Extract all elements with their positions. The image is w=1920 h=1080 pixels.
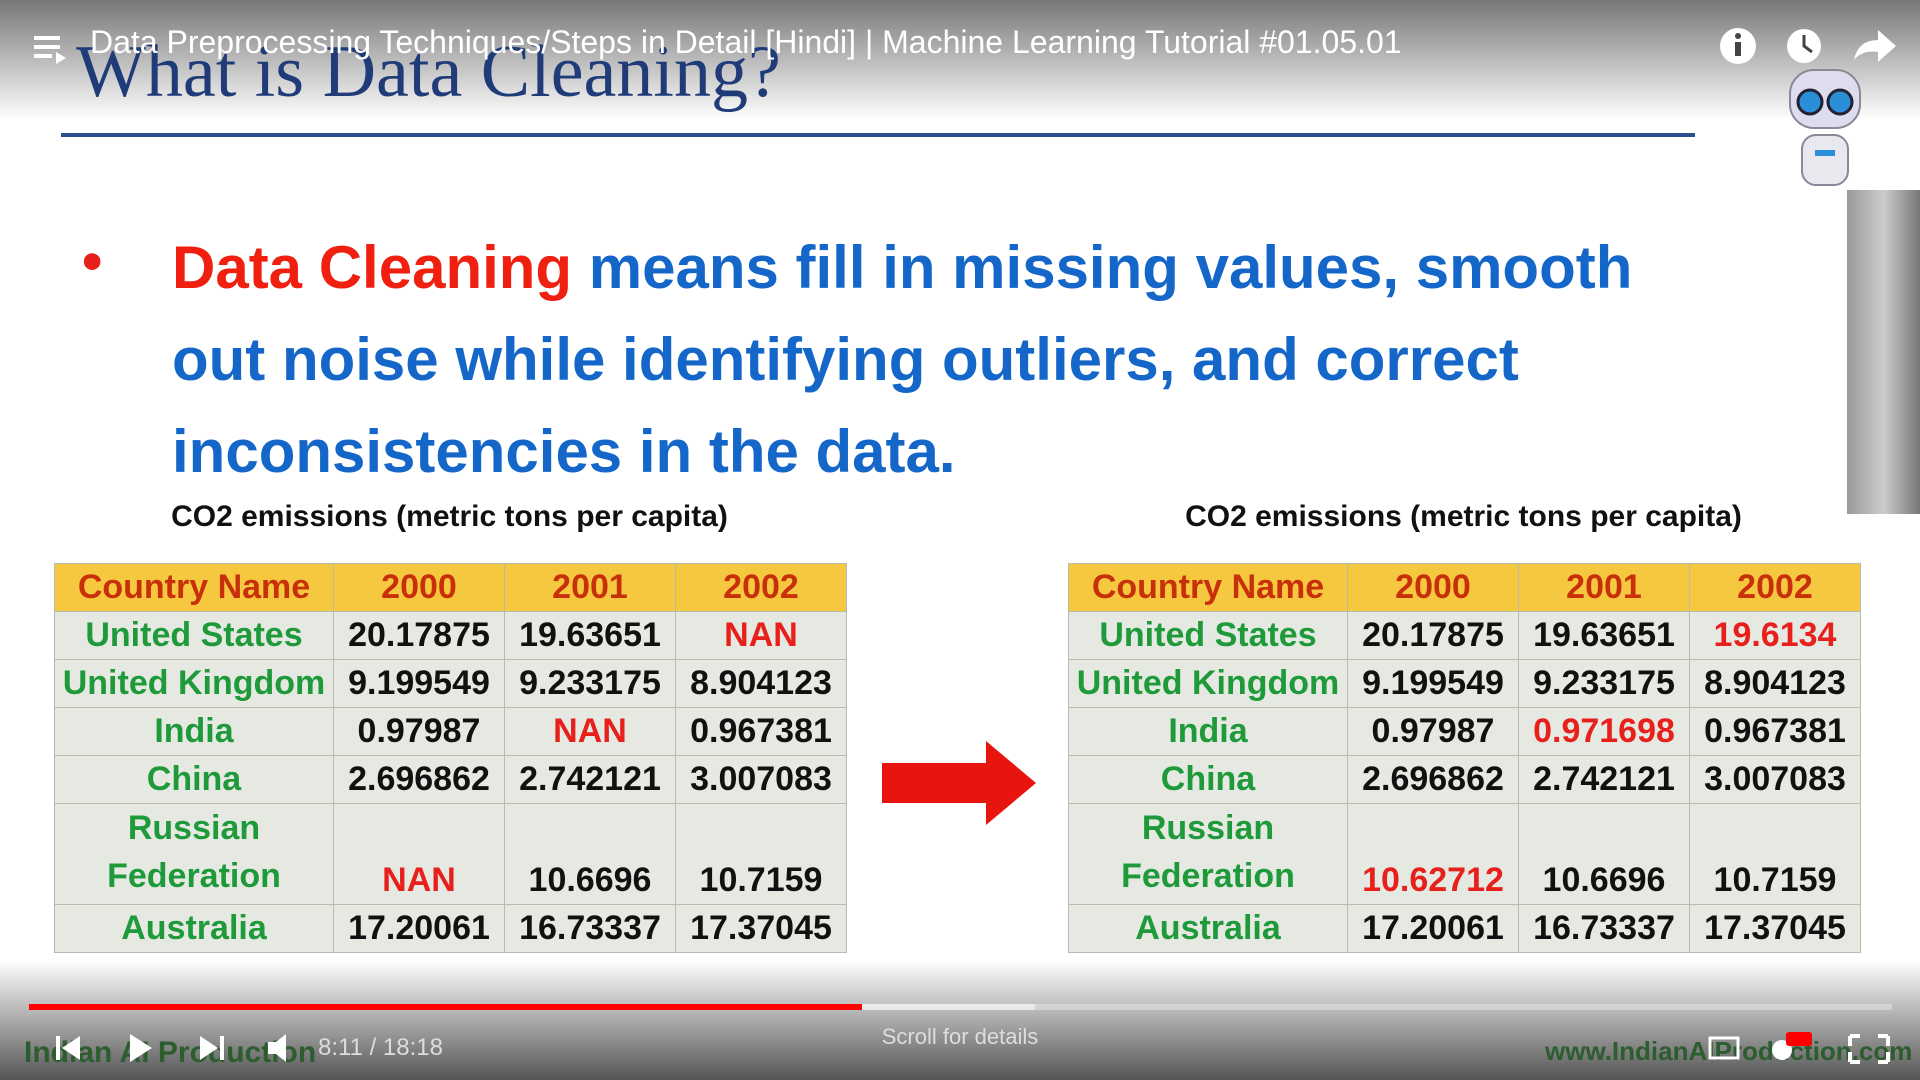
player-controls[interactable] — [50, 1028, 300, 1068]
bullet-text: Data Cleaning means fill in missing valu… — [172, 222, 1732, 498]
value-cell: 10.7159 — [675, 803, 847, 905]
data-row: United States 20.17875 19.63651 19.6134 — [1068, 611, 1861, 660]
value-cell: 0.967381 — [1689, 707, 1861, 756]
country-cell: India — [1068, 707, 1348, 756]
value-cell: 8.904123 — [1689, 659, 1861, 708]
playlist-icon[interactable] — [32, 32, 72, 68]
value-cell: 0.97987 — [333, 707, 505, 756]
value-cell: 17.20061 — [333, 904, 505, 953]
value-cell: 10.62712 — [1347, 803, 1519, 905]
value-cell: 3.007083 — [1689, 755, 1861, 804]
value-cell: 19.6134 — [1689, 611, 1861, 660]
value-cell: 10.6696 — [1518, 803, 1690, 905]
data-row: Australia 17.20061 16.73337 17.37045 — [1068, 904, 1861, 953]
country-cell: Australia — [54, 904, 334, 953]
country-cell: United States — [1068, 611, 1348, 660]
header-cell: 2002 — [675, 563, 847, 612]
value-cell: 8.904123 — [675, 659, 847, 708]
header-cell: 2001 — [1518, 563, 1690, 612]
data-row: Russian Federation NAN 10.6696 10.7159 — [54, 803, 847, 905]
country-cell: China — [54, 755, 334, 804]
value-cell: 2.742121 — [1518, 755, 1690, 804]
value-cell: 16.73337 — [504, 904, 676, 953]
value-cell: NAN — [675, 611, 847, 660]
header-row: Country Name 2000 2001 2002 — [54, 563, 847, 612]
value-cell: 10.7159 — [1689, 803, 1861, 905]
value-cell: 19.63651 — [1518, 611, 1690, 660]
value-cell: 3.007083 — [675, 755, 847, 804]
value-cell: 20.17875 — [1347, 611, 1519, 660]
value-cell: 17.37045 — [1689, 904, 1861, 953]
scroll-hint[interactable]: Scroll for details — [881, 1024, 1039, 1049]
data-row: India 0.97987 NAN 0.967381 — [54, 707, 847, 756]
country-cell: United States — [54, 611, 334, 660]
top-icons[interactable] — [1710, 22, 1910, 70]
country-cell: United Kingdom — [54, 659, 334, 708]
data-row: United Kingdom 9.199549 9.233175 8.904123 — [1068, 659, 1861, 708]
header-cell: 2002 — [1689, 563, 1861, 612]
value-cell: 10.6696 — [504, 803, 676, 905]
progress-played — [29, 1004, 862, 1010]
header-cell: Country Name — [54, 563, 334, 612]
value-cell: 9.199549 — [1347, 659, 1519, 708]
header-cell: 2000 — [1347, 563, 1519, 612]
data-row: China 2.696862 2.742121 3.007083 — [54, 755, 847, 804]
value-cell: 9.233175 — [1518, 659, 1690, 708]
value-cell: 2.696862 — [333, 755, 505, 804]
value-cell: 9.233175 — [504, 659, 676, 708]
data-row: Russian Federation 10.62712 10.6696 10.7159 — [1068, 803, 1861, 905]
value-cell: 0.97987 — [1347, 707, 1519, 756]
value-cell: 9.199549 — [333, 659, 505, 708]
value-cell: NAN — [504, 707, 676, 756]
video-title[interactable]: Data Preprocessing Techniques/Steps in D… — [90, 24, 1402, 60]
value-cell: 16.73337 — [1518, 904, 1690, 953]
header-cell: 2001 — [504, 563, 676, 612]
title-underline — [61, 133, 1695, 137]
highlight: Data Cleaning — [172, 234, 573, 301]
top-shade — [0, 0, 1920, 120]
player-right-controls[interactable] — [1700, 1028, 1900, 1068]
arrow — [882, 741, 1036, 825]
table-caption: CO2 emissions (metric tons per capita) — [1185, 500, 1742, 533]
header-cell: 2000 — [333, 563, 505, 612]
side-photo — [1847, 190, 1920, 514]
bullet-dot: • — [82, 229, 103, 294]
data-row: China 2.696862 2.742121 3.007083 — [1068, 755, 1861, 804]
table-caption: CO2 emissions (metric tons per capita) — [171, 500, 728, 533]
data-table: Country Name 2000 2001 2002 United States 20.… — [1068, 563, 1861, 953]
country-cell: India — [54, 707, 334, 756]
value-cell: 0.971698 — [1518, 707, 1690, 756]
value-cell: 2.742121 — [504, 755, 676, 804]
header-cell: Country Name — [1068, 563, 1348, 612]
value-cell: 19.63651 — [504, 611, 676, 660]
header-row: Country Name 2000 2001 2002 — [1068, 563, 1861, 612]
value-cell: 17.20061 — [1347, 904, 1519, 953]
value-cell: 0.967381 — [675, 707, 847, 756]
data-row: United States 20.17875 19.63651 NAN — [54, 611, 847, 660]
country-cell: China — [1068, 755, 1348, 804]
value-cell: NAN — [333, 803, 505, 905]
data-row: United Kingdom 9.199549 9.233175 8.904123 — [54, 659, 847, 708]
data-row: India 0.97987 0.971698 0.967381 — [1068, 707, 1861, 756]
bullet-body: means fill in missing values, smooth out… — [172, 234, 1633, 485]
country-cell: Russian Federation — [1068, 803, 1348, 905]
data-row: Australia 17.20061 16.73337 17.37045 — [54, 904, 847, 953]
robot-logo — [1789, 69, 1861, 186]
value-cell: 20.17875 — [333, 611, 505, 660]
data-table: Country Name 2000 2001 2002 United States 20.… — [54, 563, 847, 953]
country-cell: Russian Federation — [54, 803, 334, 905]
country-cell: United Kingdom — [1068, 659, 1348, 708]
value-cell: 2.696862 — [1347, 755, 1519, 804]
country-cell: Australia — [1068, 904, 1348, 953]
value-cell: 17.37045 — [675, 904, 847, 953]
slide-title: What is Data Cleaning? — [76, 31, 781, 113]
bottom-shade — [0, 960, 1920, 1080]
time-display: 8:11 / 18:18 — [318, 1034, 443, 1061]
